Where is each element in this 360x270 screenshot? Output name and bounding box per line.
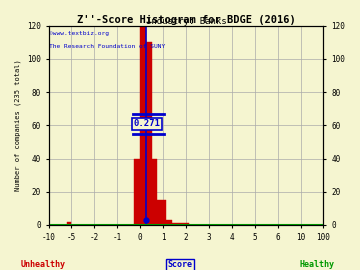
Bar bbox=[67, 222, 72, 225]
Bar bbox=[135, 158, 140, 225]
Bar bbox=[140, 26, 146, 225]
Text: Score: Score bbox=[167, 260, 193, 269]
Bar bbox=[160, 220, 172, 225]
Text: Industry: Banks: Industry: Banks bbox=[146, 17, 226, 26]
Bar bbox=[166, 223, 189, 225]
Bar bbox=[152, 158, 157, 225]
Title: Z''-Score Histogram for BDGE (2016): Z''-Score Histogram for BDGE (2016) bbox=[77, 15, 296, 25]
Text: Healthy: Healthy bbox=[299, 260, 334, 269]
Y-axis label: Number of companies (235 total): Number of companies (235 total) bbox=[15, 59, 22, 191]
Text: The Research Foundation of SUNY: The Research Foundation of SUNY bbox=[49, 44, 165, 49]
Text: 0.271: 0.271 bbox=[134, 119, 161, 128]
Bar bbox=[146, 42, 152, 225]
Text: Unhealthy: Unhealthy bbox=[21, 260, 66, 269]
Bar bbox=[154, 200, 166, 225]
Text: ©www.textbiz.org: ©www.textbiz.org bbox=[49, 31, 109, 36]
